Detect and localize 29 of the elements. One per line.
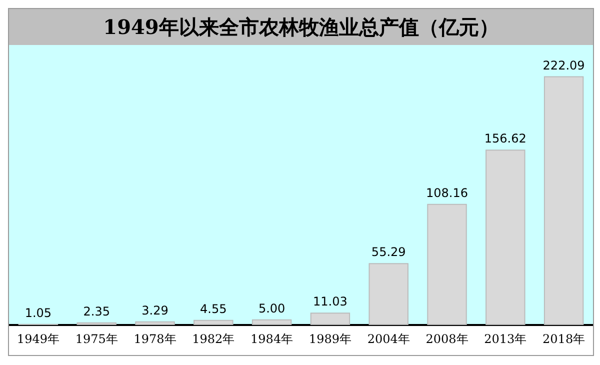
data-label: 4.55 — [200, 302, 227, 316]
data-label: 156.62 — [484, 132, 526, 146]
x-tick-label: 1978年 — [134, 332, 176, 346]
data-label: 1.05 — [24, 306, 52, 320]
data-label: 222.09 — [542, 58, 585, 72]
data-label: 11.03 — [313, 294, 348, 309]
data-label: 3.29 — [142, 303, 168, 318]
bar — [486, 150, 526, 325]
data-label: 5.00 — [258, 301, 286, 316]
x-tick-label: 1989年 — [308, 332, 352, 346]
bar — [544, 76, 584, 325]
x-tick-label: 1949年 — [16, 332, 60, 346]
x-tick-label: 1982年 — [192, 332, 235, 346]
x-tick-label: 2008年 — [426, 332, 468, 346]
bar — [252, 319, 292, 325]
data-label: 108.16 — [426, 186, 468, 200]
x-tick-label: 1984年 — [250, 332, 294, 346]
x-tick-label: 2004年 — [367, 332, 410, 346]
bar — [135, 321, 175, 325]
bar — [427, 204, 467, 325]
x-tick-label: 2018年 — [542, 332, 586, 346]
bar — [310, 312, 350, 325]
bar — [194, 320, 234, 325]
data-label: 55.29 — [371, 245, 406, 260]
data-label: 2.35 — [83, 304, 110, 318]
bar — [368, 263, 408, 325]
x-tick-label: 2013年 — [484, 332, 527, 346]
x-tick-label: 1975年 — [75, 332, 118, 346]
chart-title: 1949年以来全市农林牧渔业总产值（亿元） — [9, 9, 593, 45]
